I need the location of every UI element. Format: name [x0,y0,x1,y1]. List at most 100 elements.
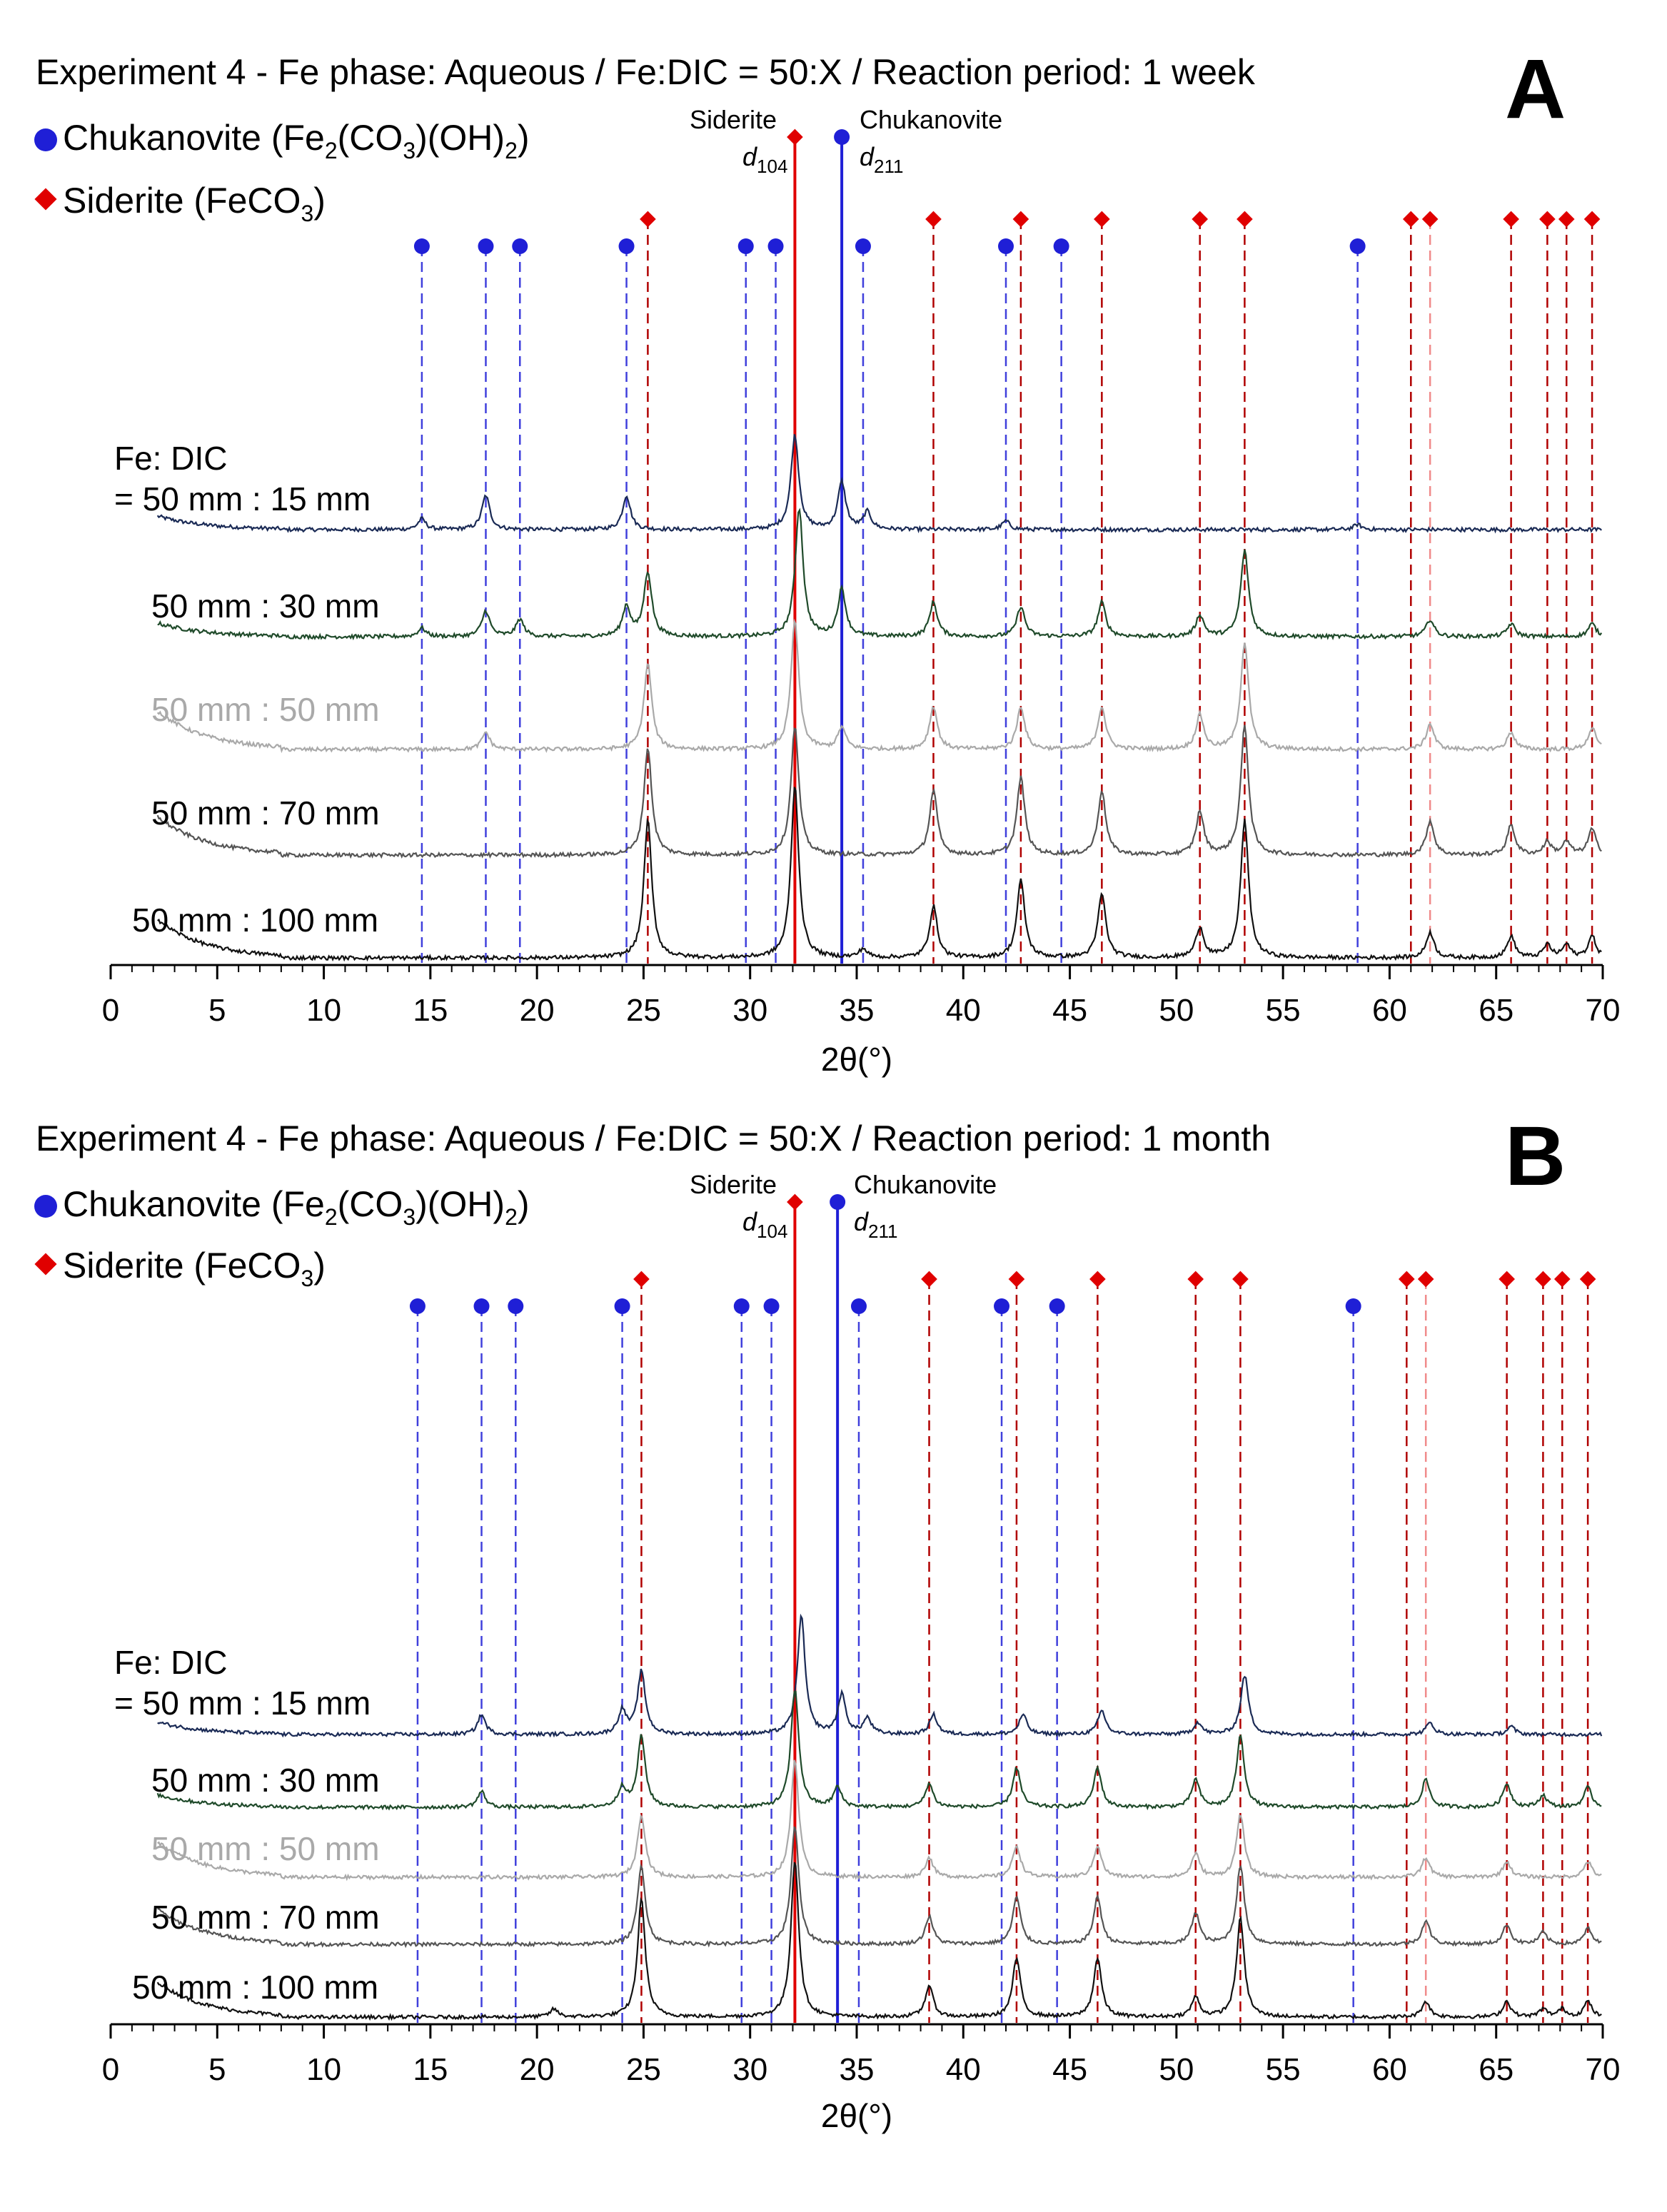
x-tick-label: 35 [840,993,875,1028]
panel-b-letter: B [1505,1109,1566,1203]
annot-chukanovite-d: d211 [860,142,903,177]
chukanovite-marker [409,1298,425,1314]
b-series-label-50: 50 mm : 50 mm [151,1830,380,1867]
xrd-pattern-line [156,1862,1602,2021]
x-tick-label: 5 [208,2052,226,2087]
siderite-marker [921,1271,937,1288]
x-tick-label: 5 [208,993,226,1028]
siderite-d104-marker [787,1193,803,1211]
siderite-marker [1539,211,1556,228]
a-series-label-15-line2: = 50 mm : 15 mm [114,480,371,517]
b-series-label-15-line1: Fe: DIC [114,1644,227,1681]
panel-b: Experiment 4 - Fe phase: Aqueous / Fe:DI… [34,1109,1620,2134]
xrd-pattern-line [157,507,1603,641]
siderite-marker [1008,1271,1025,1288]
x-tick-label: 20 [520,993,555,1028]
chukanovite-marker [850,1298,867,1314]
panel-a-reference-lines [413,128,1601,964]
x-tick-label: 15 [413,2052,448,2087]
panel-b-title: Experiment 4 - Fe phase: Aqueous / Fe:DI… [36,1118,1271,1158]
chukanovite-marker [1053,238,1069,254]
panel-b-series-labels: Fe: DIC = 50 mm : 15 mm 50 mm : 30 mm 50… [114,1644,380,2006]
chukanovite-marker [1049,1298,1065,1314]
x-tick-label: 70 [1586,993,1621,1028]
a-series-label-70: 50 mm : 70 mm [151,794,380,832]
x-tick-label: 65 [1479,993,1514,1028]
panel-a-x-label: 2θ(°) [821,1041,892,1078]
xrd-pattern-line [156,1690,1602,1811]
x-tick-label: 55 [1266,993,1301,1028]
b-series-label-15-line2: = 50 mm : 15 mm [114,1685,371,1722]
legend-b-siderite-marker [34,1253,57,1276]
x-tick-label: 10 [306,2052,341,2087]
chukanovite-marker [855,238,871,254]
legend-chukanovite-label: Chukanovite (Fe2(CO3)(OH)2) [63,118,530,163]
annot-siderite-name: Siderite [690,105,777,134]
siderite-marker [1237,211,1253,228]
panel-a-letter: A [1505,42,1566,136]
x-tick-label: 0 [102,993,119,1028]
x-tick-label: 45 [1052,993,1087,1028]
siderite-marker [1094,211,1110,228]
chukanovite-marker [994,1298,1010,1314]
chukanovite-marker [508,1298,524,1314]
panel-a-x-ticks: 0 5 10 15 20 25 30 35 40 45 50 55 60 65 70 [102,965,1621,1028]
chukanovite-marker [1345,1298,1361,1314]
xrd-pattern-line [157,1826,1602,1949]
x-tick-label: 60 [1372,2052,1407,2087]
xrd-pattern-line [156,724,1602,859]
a-series-label-50: 50 mm : 50 mm [151,691,380,728]
legend-siderite-marker [34,188,57,211]
b-series-label-70: 50 mm : 70 mm [151,1899,380,1936]
siderite-marker [1417,1271,1434,1288]
chukanovite-marker [763,1298,780,1314]
annot-b-chukanovite-d: d211 [854,1207,897,1242]
siderite-marker [1089,1271,1106,1288]
panel-b-x-ticks: 0 5 10 15 20 25 30 35 40 45 50 55 60 65 70 [102,2024,1621,2087]
annot-b-siderite-d: d104 [742,1207,787,1242]
x-tick-label: 15 [413,993,448,1028]
annot-siderite-d: d104 [742,142,787,177]
legend-chukanovite-marker [34,128,57,151]
xrd-pattern-line [157,787,1602,962]
siderite-marker [1503,211,1519,228]
x-tick-label: 30 [732,993,767,1028]
x-tick-label: 35 [840,2052,875,2087]
siderite-marker [1535,1271,1551,1288]
siderite-marker [1187,1271,1204,1288]
b-series-label-30: 50 mm : 30 mm [151,1762,380,1799]
x-tick-label: 70 [1586,2052,1621,2087]
siderite-marker [1579,1271,1596,1288]
panel-a-title: Experiment 4 - Fe phase: Aqueous / Fe:DI… [36,52,1256,92]
xrd-pattern-line [156,434,1602,534]
legend-b-siderite-label: Siderite (FeCO3) [63,1246,326,1291]
legend-siderite-label: Siderite (FeCO3) [63,181,326,226]
legend-b-chukanovite-label: Chukanovite (Fe2(CO3)(OH)2) [63,1184,530,1230]
chukanovite-marker [478,238,494,254]
panel-a-series [156,434,1603,962]
x-tick-label: 25 [626,993,661,1028]
panel-a: Experiment 4 - Fe phase: Aqueous / Fe:DI… [34,42,1620,1078]
siderite-marker [1012,211,1029,228]
x-tick-label: 50 [1159,2052,1194,2087]
annot-b-chukanovite-name: Chukanovite [854,1170,997,1199]
panel-a-series-labels: Fe: DIC = 50 mm : 15 mm 50 mm : 30 mm 50… [114,440,380,939]
siderite-marker [925,211,942,228]
x-tick-label: 55 [1266,2052,1301,2087]
xrd-pattern-line [157,1613,1603,1738]
chukanovite-marker [737,238,754,254]
chukanovite-marker [512,238,528,254]
chukanovite-marker [413,238,430,254]
x-tick-label: 60 [1372,993,1407,1028]
siderite-marker [1553,1271,1571,1288]
legend-b-chukanovite-marker [34,1195,57,1218]
siderite-marker [1583,211,1601,228]
panel-b-x-label: 2θ(°) [821,2097,892,2134]
chukanovite-marker [473,1298,490,1314]
siderite-marker [1499,1271,1515,1288]
x-tick-label: 20 [520,2052,555,2087]
siderite-marker [1402,211,1419,228]
a-series-label-100: 50 mm : 100 mm [132,902,378,939]
a-series-label-15-line1: Fe: DIC [114,440,227,477]
